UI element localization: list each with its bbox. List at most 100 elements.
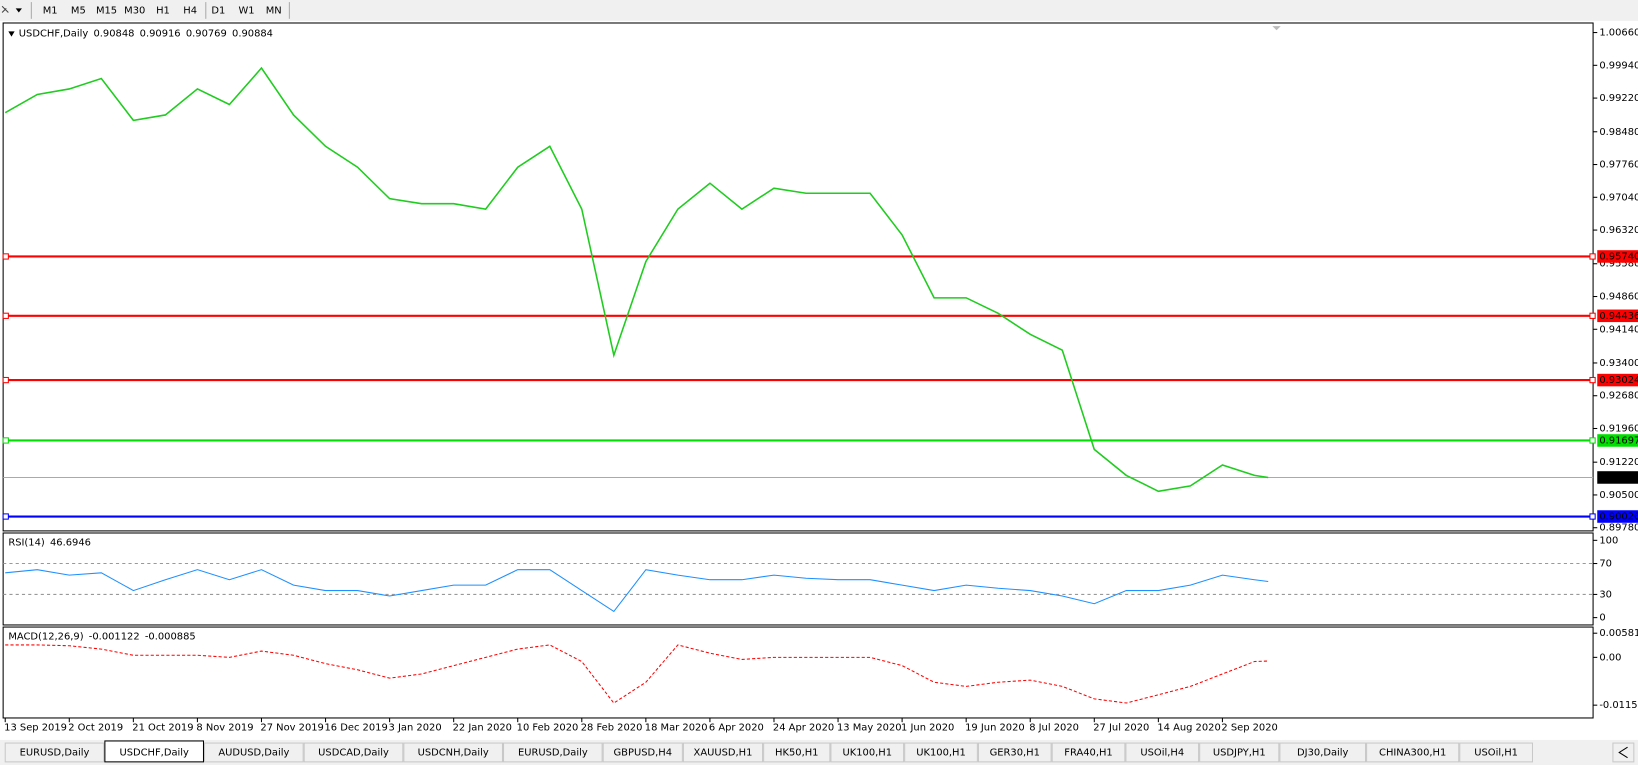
tab-scroll[interactable] <box>1612 742 1635 763</box>
price-line <box>4 66 1269 493</box>
y-tick-label: 0.95580 <box>1599 259 1638 270</box>
chart-tab-label[interactable]: XAUUSD,H1 <box>694 747 753 758</box>
chart-tab-label[interactable]: UK100,H1 <box>842 747 892 758</box>
x-tick-label: 8 Nov 2019 <box>196 722 253 733</box>
chart-tab-label[interactable]: UK100,H1 <box>916 747 966 758</box>
level-label: 0.91697 <box>1599 435 1638 446</box>
level-label: 0.94436 <box>1599 311 1638 322</box>
timeframe-button[interactable]: D1 <box>211 5 225 16</box>
timeframe-button[interactable]: M30 <box>124 5 145 16</box>
chart-tab-label[interactable]: USDCAD,Daily <box>318 747 389 758</box>
header-value: 46.6946 <box>50 537 91 548</box>
level-handle <box>2 312 9 319</box>
header-value: -0.000885 <box>145 631 196 642</box>
cursor-icon <box>1 5 9 13</box>
timeframe-button[interactable]: W1 <box>238 5 254 16</box>
level-handle <box>1589 376 1596 384</box>
chart-tab-label[interactable]: FRA40,H1 <box>1064 747 1112 758</box>
y-tick-label: 0.96320 <box>1599 225 1638 236</box>
level-handle <box>2 253 9 260</box>
chart-tab[interactable] <box>1125 742 1200 763</box>
chart-tab[interactable] <box>1199 742 1280 763</box>
level-handle <box>2 437 9 444</box>
last-price-bg <box>1597 471 1638 484</box>
chart-tab-label[interactable]: DJ30,Daily <box>1297 747 1348 758</box>
x-tick-label: 18 Mar 2020 <box>645 722 708 733</box>
rsi-line <box>5 569 1269 613</box>
chart-tab-label[interactable]: USDCNH,Daily <box>418 747 489 758</box>
chart-tab[interactable] <box>977 742 1052 763</box>
y-tick-label: 0.97760 <box>1599 160 1638 171</box>
chart-tab-label[interactable]: GBPUSD,H4 <box>614 747 673 758</box>
chart-tab[interactable] <box>1279 742 1367 763</box>
chart-tab-label[interactable]: CHINA300,H1 <box>1379 747 1446 758</box>
level-label-bg <box>1597 250 1638 263</box>
chart-tab[interactable] <box>303 742 404 763</box>
chart-tab[interactable] <box>502 742 603 763</box>
macd-panel <box>2 626 1594 719</box>
indicator-header: USDCHF,Daily 0.90848 0.90916 0.90769 0.90884 <box>19 28 273 39</box>
chart-tab[interactable] <box>763 742 831 763</box>
chart-tab[interactable] <box>682 742 764 763</box>
chart-tab[interactable] <box>403 742 503 763</box>
timeframe-button[interactable]: M15 <box>96 5 117 16</box>
y-tick-label: 0 <box>1599 613 1605 624</box>
timeframe-button[interactable]: MN <box>266 5 282 16</box>
y-tick-label: 0.99940 <box>1599 60 1638 71</box>
y-tick-label: 100 <box>1599 535 1618 546</box>
y-tick-label: 0.98480 <box>1599 127 1638 138</box>
last-price-label: 0.90884 <box>1599 472 1638 483</box>
level-handle <box>1589 312 1596 319</box>
x-tick-label: 13 Sep 2019 <box>4 722 67 733</box>
chart-tab-label[interactable]: EURUSD,Daily <box>20 747 90 758</box>
chart-tab[interactable] <box>904 742 978 763</box>
chart-tab[interactable] <box>1366 742 1460 763</box>
chart-tab-label[interactable]: USOil,H4 <box>1140 747 1184 758</box>
x-tick-label: 16 Dec 2019 <box>324 722 387 733</box>
header-value: -0.001122 <box>89 631 140 642</box>
level-handle <box>2 376 9 384</box>
chart-tab-label[interactable]: USOil,H1 <box>1474 747 1518 758</box>
header-value: 0.90916 <box>140 28 181 39</box>
x-tick-label: 2 Oct 2019 <box>68 722 123 733</box>
chart-tab[interactable] <box>602 742 683 763</box>
timeframe-button[interactable]: M1 <box>43 5 58 16</box>
macd-signal-line <box>5 644 1269 704</box>
timeframe-button[interactable]: M5 <box>71 5 86 16</box>
level-label-bg <box>1597 373 1638 387</box>
indicator-header: MACD(12,26,9) -0.001122 -0.000885 <box>8 631 195 642</box>
chart-tab[interactable] <box>830 742 905 763</box>
dropdown-arrow <box>15 8 22 13</box>
y-tick-label: 1.00660 <box>1599 28 1638 39</box>
shift-marker <box>1272 26 1281 31</box>
collapse-arrow <box>8 31 15 37</box>
chart-tab-label[interactable]: EURUSD,Daily <box>518 747 588 758</box>
y-tick-label: 0.89780 <box>1599 523 1638 534</box>
x-tick-label: 24 Apr 2020 <box>773 722 834 733</box>
timeframe-button[interactable]: H4 <box>183 5 197 16</box>
timeframe-button[interactable]: H1 <box>156 5 170 16</box>
toolbar <box>0 0 1638 21</box>
chart-tab[interactable] <box>204 742 304 763</box>
x-tick-label: 19 Jun 2020 <box>965 722 1025 733</box>
level-label-bg <box>1597 309 1638 323</box>
y-tick-label: 0.92680 <box>1599 391 1638 402</box>
x-tick-label: 3 Jan 2020 <box>389 722 442 733</box>
chart-tab-label[interactable]: GER30,H1 <box>990 747 1040 758</box>
level-label: 0.90026 <box>1599 512 1638 523</box>
chart-tab-label[interactable]: USDCHF,Daily <box>119 747 189 758</box>
chart-tab-label[interactable]: AUDUSD,Daily <box>218 747 289 758</box>
chart-tab[interactable] <box>1459 742 1534 763</box>
chart-tab[interactable] <box>4 742 105 763</box>
chart-tab[interactable] <box>104 740 205 763</box>
x-tick-label: 6 Apr 2020 <box>709 722 764 733</box>
chart-tab-label[interactable]: USDJPY,H1 <box>1213 747 1266 758</box>
header-title: MACD(12,26,9) <box>8 631 83 642</box>
y-tick-label: 0.94860 <box>1599 292 1638 303</box>
level-handle <box>2 513 9 520</box>
chart-tab[interactable] <box>1051 742 1126 763</box>
header-title: RSI(14) <box>8 537 45 548</box>
y-tick-label: 0.00 <box>1599 652 1621 663</box>
chart-tab-label[interactable]: HK50,H1 <box>775 747 818 758</box>
